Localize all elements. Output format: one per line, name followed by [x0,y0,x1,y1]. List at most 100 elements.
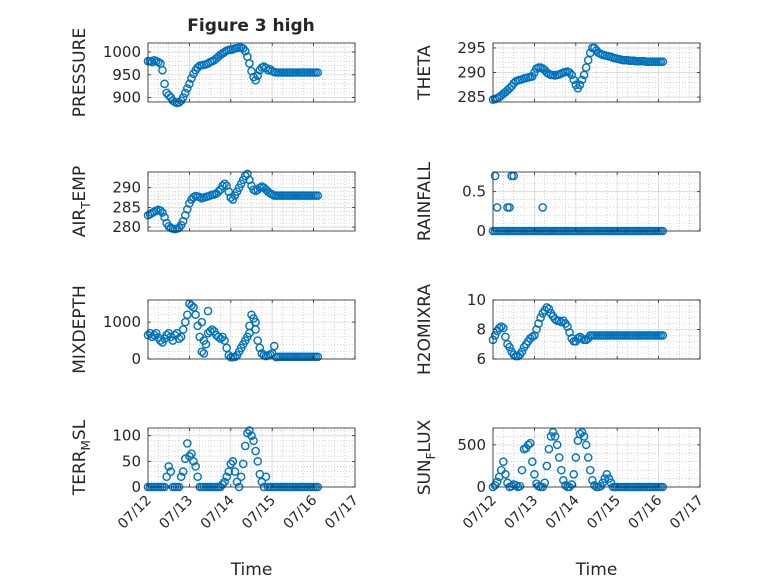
data-point [207,325,217,334]
y-tick-label: 900 [112,88,141,106]
data-point [530,470,539,479]
data-point [573,334,583,343]
data-point [249,436,258,446]
data-point [199,336,209,345]
x-axis-label: Time [230,560,273,580]
data-point [226,193,236,202]
data-point [542,303,552,312]
data-point [517,465,527,475]
data-point [193,472,202,482]
y-tick-label: 280 [112,218,141,236]
data-point [228,457,238,466]
data-point [230,352,240,362]
data-point [151,328,161,338]
data-point [240,46,250,56]
data-point [583,453,593,462]
data-point [511,481,521,490]
data-point [542,461,552,471]
data-point [187,74,196,83]
y-tick-label: 0.5 [462,183,486,201]
y-tick-label: 950 [112,66,141,84]
data-point [226,459,236,469]
data-point [253,71,263,80]
data-point [523,440,533,450]
y-axis-label: TERRMSL [70,419,93,496]
data-point [577,334,587,343]
axes-box [492,171,701,232]
data-point [525,438,535,448]
y-tick-label: 1000 [103,43,141,61]
data-point [164,462,173,471]
data-point [245,59,254,68]
axes-box [147,42,356,103]
data-point [492,477,502,487]
subplot-6: 6 8 10 H2OMIXRA [415,284,701,375]
data-point [490,331,500,340]
data-point [251,446,260,456]
data-point [164,90,173,100]
data-point [162,472,171,482]
data-point [218,181,227,191]
y-axis-label: RAINFALL [415,161,435,241]
data-point [569,75,579,85]
data-point [509,350,519,359]
figure-title: Figure 3 high [187,16,315,36]
data-point [579,70,589,80]
data-point [203,306,213,316]
y-tick-label: 0 [131,478,141,496]
data-point [561,481,570,490]
data-point [528,332,537,342]
y-tick-label: 500 [457,436,486,454]
y-axis-label: MIXDEPTH [70,285,90,374]
data-point [515,481,525,491]
subplot-5: 0 1000 MIXDEPTH [70,285,356,374]
data-point [567,480,576,489]
data-point [257,477,267,487]
data-point [220,336,229,345]
y-axis-label: PRESSURE [70,28,90,117]
data-point [162,330,171,340]
y-axis-label: THETA [415,45,435,101]
data-point [557,317,566,327]
data-point [604,474,614,483]
subplot-4: 0 0.5 RAINFALL [415,161,701,241]
data-point [220,179,229,189]
data-point [185,451,194,461]
data-point [313,68,323,77]
plot-area [493,172,700,231]
data-point [588,475,597,485]
data-point [598,478,608,488]
data-point [187,449,196,458]
data-point [154,57,163,67]
data-point [178,325,188,334]
data-point [180,317,190,327]
data-point [499,323,508,333]
data-point [536,313,545,323]
data-point [255,343,265,353]
data-point [178,467,188,476]
data-point [253,336,263,345]
axes-box [147,299,356,360]
subplot-2: 285 290 295 THETA [415,39,701,106]
data-point [577,75,587,85]
data-point [232,477,242,487]
data-point [197,317,207,327]
data-point [492,203,502,212]
data-point [240,441,250,451]
data-point [253,457,263,466]
data-point [590,43,599,53]
data-point [546,432,556,441]
y-tick-label: 8 [476,321,486,339]
data-point [577,427,587,437]
axes-box [147,171,356,232]
y-tick-label: 50 [122,452,141,470]
data-point [544,444,554,454]
data-point [158,65,167,75]
y-tick-label: 295 [457,39,486,57]
data-point [251,75,260,85]
data-point [220,477,229,487]
data-point [505,203,514,212]
axes-box [492,427,701,488]
